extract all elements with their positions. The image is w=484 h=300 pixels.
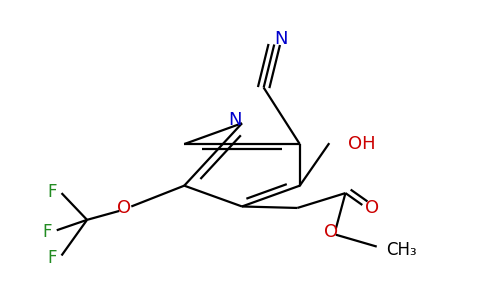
Text: OH: OH [348,135,376,153]
Text: CH₃: CH₃ [386,241,417,259]
Text: O: O [365,199,379,217]
Text: F: F [47,250,57,268]
Text: O: O [324,223,338,241]
Text: O: O [117,199,131,217]
Text: F: F [47,183,57,201]
Text: N: N [275,29,288,47]
Text: N: N [228,111,242,129]
Text: F: F [43,223,52,241]
